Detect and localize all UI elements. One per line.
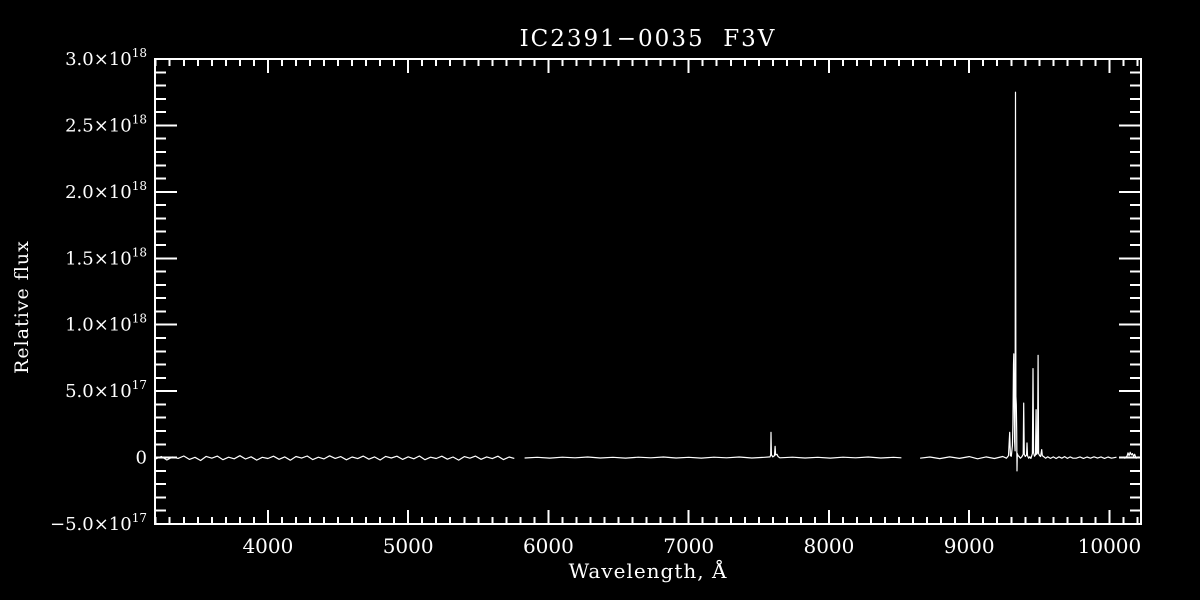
y-tick-label: 0 bbox=[136, 448, 147, 469]
y-tick-label: 5.0×1017 bbox=[65, 378, 147, 402]
x-tick-label: 9000 bbox=[944, 534, 995, 558]
y-tick-label: 2.0×1018 bbox=[65, 179, 147, 203]
x-axis-title: Wavelength, Å bbox=[568, 559, 728, 583]
x-tick-label: 10000 bbox=[1078, 534, 1142, 558]
x-tick-label: 5000 bbox=[383, 534, 434, 558]
y-tick-label: 1.5×1018 bbox=[65, 245, 147, 269]
spectrum-line bbox=[155, 455, 515, 462]
x-tick-label: 4000 bbox=[242, 534, 293, 558]
plot-box bbox=[154, 58, 1142, 525]
spectrum-line bbox=[524, 431, 902, 459]
spectrum-line bbox=[920, 91, 1117, 472]
y-tick-label: 3.0×1018 bbox=[65, 46, 147, 70]
y-tick-label: 1.0×1018 bbox=[65, 312, 147, 336]
x-tick-label: 6000 bbox=[523, 534, 574, 558]
x-tick-label: 8000 bbox=[803, 534, 854, 558]
x-tick-label: 7000 bbox=[663, 534, 714, 558]
chart-title: IC2391−0035 F3V bbox=[519, 26, 777, 52]
spectrum-line bbox=[1122, 451, 1142, 459]
y-tick-label: −5.0×1017 bbox=[50, 511, 147, 535]
y-tick-label: 2.5×1018 bbox=[65, 112, 147, 136]
